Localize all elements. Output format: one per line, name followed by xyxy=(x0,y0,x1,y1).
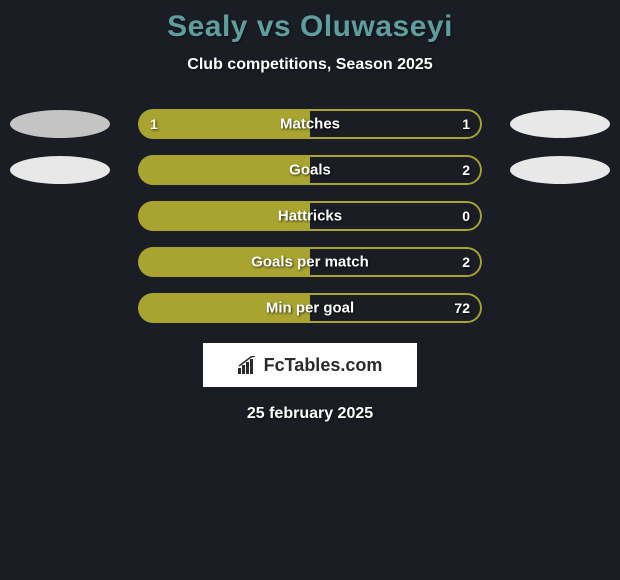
logo-label: FcTables.com xyxy=(264,355,383,376)
stat-label: Hattricks xyxy=(278,208,342,225)
player-right-ellipse xyxy=(510,110,610,138)
stat-bar: 1 Matches 1 xyxy=(138,109,482,139)
date-text: 25 february 2025 xyxy=(0,405,620,423)
logo-box: FcTables.com xyxy=(203,343,417,387)
stat-value-right: 2 xyxy=(462,162,470,178)
stat-value-right: 1 xyxy=(462,116,470,132)
stat-bar: Goals per match 2 xyxy=(138,247,482,277)
stat-bar: Min per goal 72 xyxy=(138,293,482,323)
page-title: Sealy vs Oluwaseyi xyxy=(0,10,620,44)
stat-value-left: 1 xyxy=(150,116,158,132)
stat-bar: Goals 2 xyxy=(138,155,482,185)
stat-label: Goals xyxy=(289,162,331,179)
player-right-ellipse xyxy=(510,156,610,184)
player-left-ellipse xyxy=(10,110,110,138)
stats-container: 1 Matches 1 Goals 2 Hattricks 0 Goals per match… xyxy=(0,109,620,323)
page-subtitle: Club competitions, Season 2025 xyxy=(0,56,620,74)
stat-label: Matches xyxy=(280,116,340,133)
stat-value-right: 2 xyxy=(462,254,470,270)
stat-bar: Hattricks 0 xyxy=(138,201,482,231)
stat-row: Min per goal 72 xyxy=(0,293,620,323)
stat-value-right: 72 xyxy=(454,300,470,316)
logo-text: FcTables.com xyxy=(238,355,383,376)
stat-value-right: 0 xyxy=(462,208,470,224)
chart-icon xyxy=(238,356,258,374)
bar-fill-left xyxy=(138,155,310,185)
stat-row: 1 Matches 1 xyxy=(0,109,620,139)
stat-label: Min per goal xyxy=(266,300,354,317)
stat-label: Goals per match xyxy=(251,254,369,271)
stat-row: Goals 2 xyxy=(0,155,620,185)
stat-row: Hattricks 0 xyxy=(0,201,620,231)
comparison-infographic: Sealy vs Oluwaseyi Club competitions, Se… xyxy=(0,0,620,423)
player-left-ellipse xyxy=(10,156,110,184)
stat-row: Goals per match 2 xyxy=(0,247,620,277)
